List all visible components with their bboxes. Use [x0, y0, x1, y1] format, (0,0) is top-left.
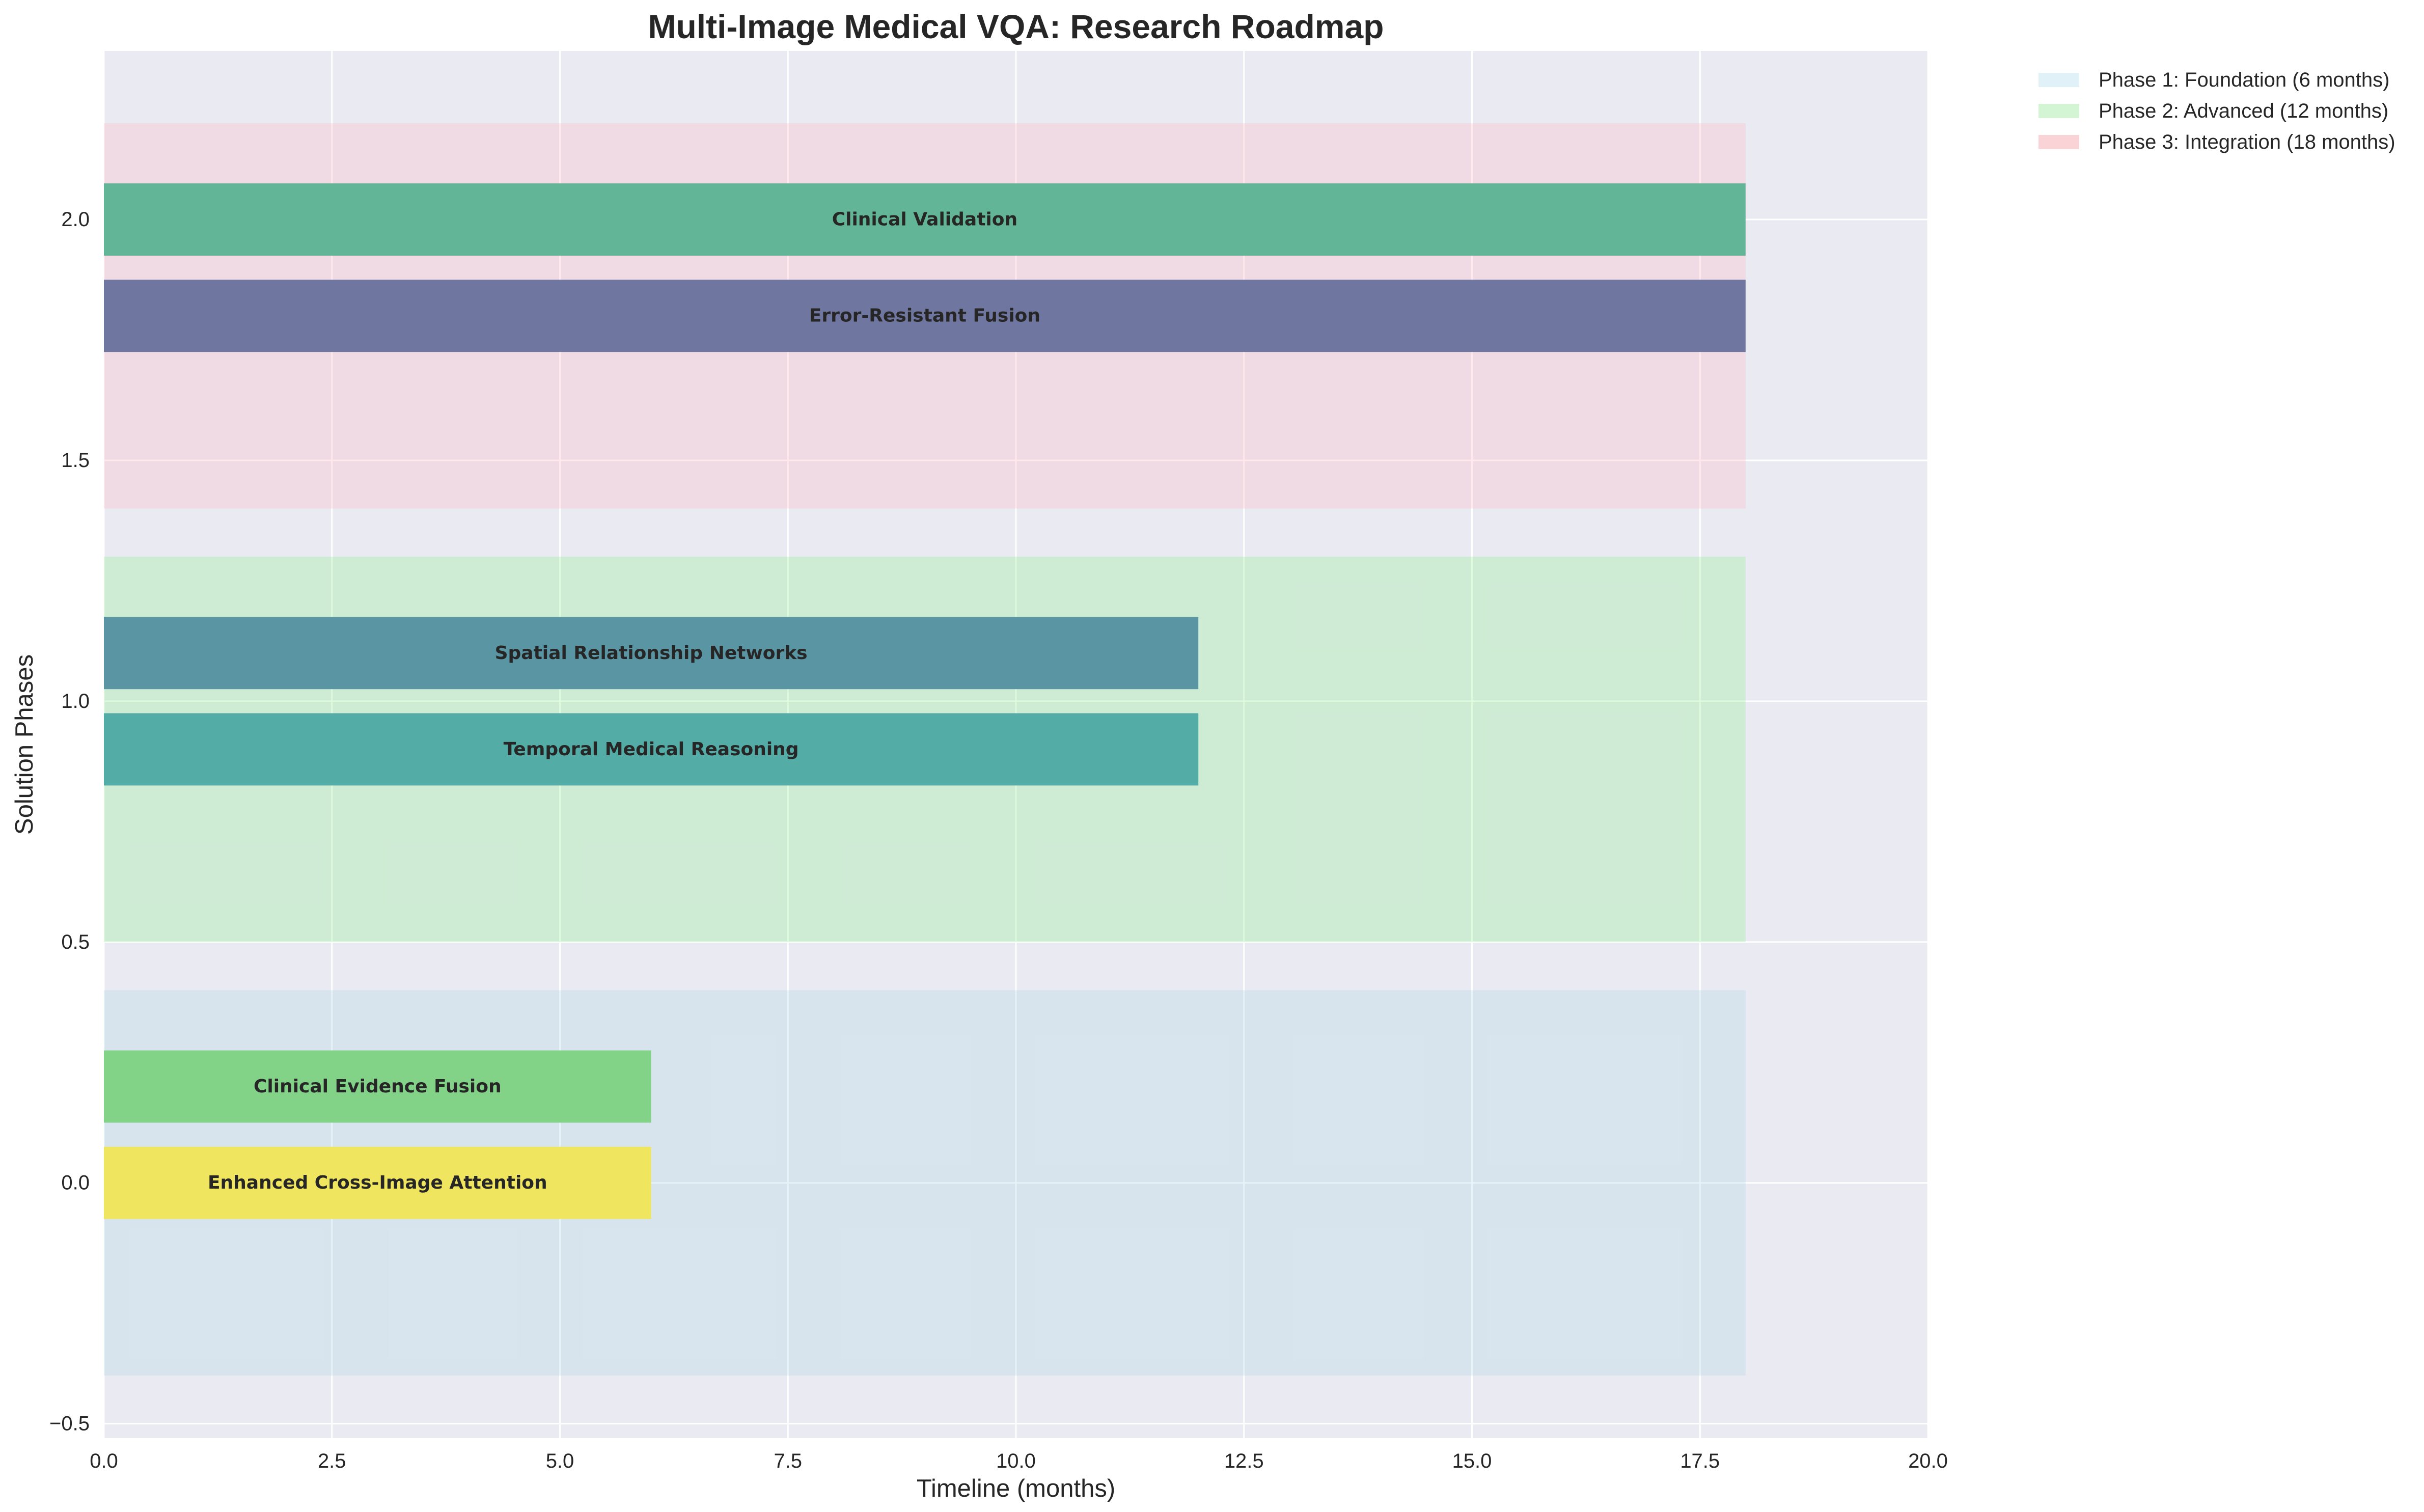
- y-axis-label: Solution Phases: [11, 654, 38, 835]
- x-tick-label: 15.0: [1452, 1450, 1492, 1472]
- task-bar: [104, 713, 1199, 786]
- legend-swatch: [2039, 135, 2079, 149]
- x-tick-label: 17.5: [1680, 1450, 1720, 1472]
- x-tick-label: 20.0: [1908, 1450, 1948, 1472]
- task-bars: Enhanced Cross-Image Attention Clinical E…: [104, 183, 1746, 1219]
- x-tick-label: 0.0: [90, 1450, 118, 1472]
- task-bar: [104, 1050, 651, 1123]
- x-tick-label: 7.5: [774, 1450, 802, 1472]
- task-bar-label: Clinical Evidence Fusion: [254, 1076, 502, 1097]
- y-tick-label: 1.5: [61, 449, 90, 472]
- chart-title: Multi-Image Medical VQA: Research Roadma…: [648, 8, 1384, 45]
- task-bar-label: Error-Resistant Fusion: [809, 306, 1040, 326]
- legend: Phase 1: Foundation (6 months) Phase 2: A…: [2039, 69, 2395, 153]
- task-bar-label: Spatial Relationship Networks: [495, 643, 808, 664]
- x-tick-label: 2.5: [318, 1450, 346, 1472]
- legend-entry-label: Phase 3: Integration (18 months): [2099, 131, 2395, 153]
- task-bar: [104, 183, 1746, 256]
- x-tick-label: 5.0: [546, 1450, 574, 1472]
- x-tick-label: 12.5: [1224, 1450, 1264, 1472]
- task-bar: [104, 617, 1199, 690]
- y-tick-label: 2.0: [61, 208, 90, 231]
- task-bar: [104, 1146, 651, 1219]
- x-tick-label: 10.0: [996, 1450, 1036, 1472]
- task-bar-label: Clinical Validation: [832, 209, 1017, 230]
- task-bar-label: Enhanced Cross-Image Attention: [208, 1172, 547, 1193]
- task-bar: [104, 280, 1746, 352]
- y-tick-label: 0.0: [61, 1172, 90, 1194]
- task-bar-label: Temporal Medical Reasoning: [504, 739, 799, 760]
- tick-labels: 0.0 2.5 5.0 7.5 10.0 12.5 15.0 17.5 20.0−0.50.00…: [49, 208, 1948, 1472]
- legend-entry-label: Phase 2: Advanced (12 months): [2099, 100, 2388, 122]
- legend-swatch: [2039, 104, 2079, 118]
- legend-entry-label: Phase 1: Foundation (6 months): [2099, 69, 2389, 91]
- x-axis-label: Timeline (months): [917, 1475, 1115, 1502]
- legend-swatch: [2039, 73, 2079, 87]
- y-tick-label: −0.5: [49, 1413, 90, 1435]
- y-tick-label: 0.5: [61, 931, 90, 953]
- y-tick-label: 1.0: [61, 690, 90, 712]
